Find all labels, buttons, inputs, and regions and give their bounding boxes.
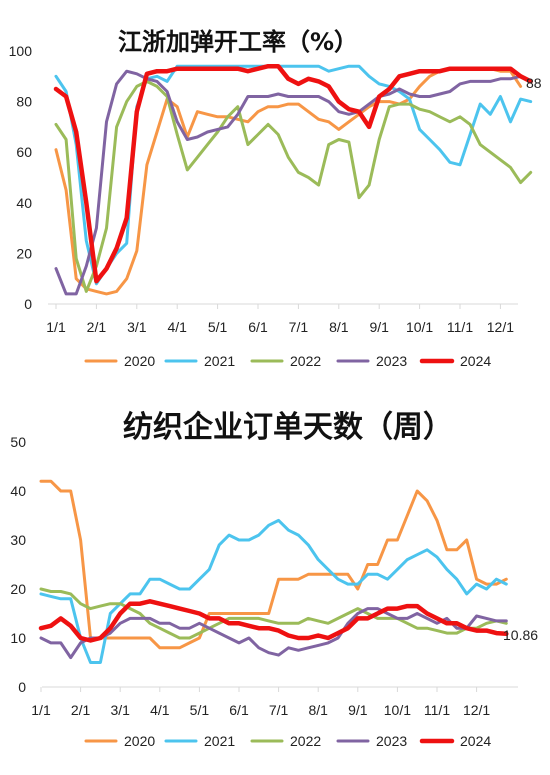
- legend-label-2020: 2020: [124, 733, 155, 749]
- series-line-2023: [39, 607, 508, 660]
- legend-label-2023: 2023: [376, 733, 407, 749]
- x-tick-label: 10/1: [384, 702, 411, 718]
- x-tick-label: 1/1: [31, 702, 51, 718]
- y-tick-label: 20: [10, 581, 26, 597]
- chart-2: 纺织企业订单天数（周） 0 10 20 30 40 50 1/1 2/1 3/1 4/1 5/1 6/1…: [10, 410, 538, 749]
- x-tick-label: 4/1: [150, 702, 170, 718]
- y-tick-label: 40: [10, 483, 26, 499]
- series-line-2022: [39, 587, 508, 640]
- series-line-2024: [38, 599, 509, 643]
- x-tick-label: 5/1: [190, 702, 210, 718]
- x-tick-label: 2/1: [71, 702, 91, 718]
- y-tick-label: 20: [16, 245, 32, 261]
- legend-label-2021: 2021: [204, 353, 235, 369]
- series-line-2022: [54, 79, 533, 293]
- y-tick-label: 0: [18, 679, 26, 695]
- series-line-2021: [39, 518, 508, 664]
- x-tick-label: 2/1: [87, 319, 107, 335]
- y-tick-label: 80: [16, 94, 32, 110]
- legend-label-2023: 2023: [376, 353, 407, 369]
- x-tick-label: 1/1: [46, 319, 66, 335]
- x-tick-label: 9/1: [348, 702, 368, 718]
- x-tick-label: 3/1: [127, 319, 147, 335]
- legend-label-2022: 2022: [290, 733, 321, 749]
- x-tick-label: 6/1: [248, 319, 268, 335]
- legend-label-2024: 2024: [460, 733, 491, 749]
- x-tick-label: 11/1: [447, 319, 473, 335]
- y-tick-label: 40: [16, 195, 32, 211]
- series-line-2023: [54, 69, 533, 296]
- x-tick-label: 3/1: [110, 702, 130, 718]
- y-tick-label: 60: [16, 144, 32, 160]
- y-tick-label: 100: [9, 43, 33, 59]
- x-tick-label: 5/1: [208, 319, 228, 335]
- x-tick-label: 4/1: [167, 319, 187, 335]
- x-tick-label: 11/1: [424, 702, 450, 718]
- legend-label-2022: 2022: [290, 353, 321, 369]
- legend-label-2021: 2021: [204, 733, 235, 749]
- end-value-label: 88: [526, 75, 542, 91]
- x-tick-label: 7/1: [289, 319, 309, 335]
- legend-label-2024: 2024: [460, 353, 491, 369]
- x-tick-label: 9/1: [369, 319, 389, 335]
- chart-1: 江浙加弹开工率（%） 0 20 40 60 80 100 1/1 2/1 3/1 4/1 5/1 6/1…: [9, 28, 542, 369]
- y-tick-label: 0: [24, 296, 32, 312]
- x-tick-label: 12/1: [463, 702, 490, 718]
- y-tick-label: 10: [10, 630, 26, 646]
- x-tick-label: 6/1: [229, 702, 249, 718]
- chart-title: 纺织企业订单天数（周）: [123, 410, 453, 445]
- series-line-2024: [53, 63, 533, 284]
- x-tick-label: 12/1: [487, 319, 514, 335]
- chart-title: 江浙加弹开工率（%）: [118, 28, 358, 56]
- legend-label-2020: 2020: [124, 353, 155, 369]
- x-tick-label: 8/1: [308, 702, 328, 718]
- end-value-label: 10.86: [503, 627, 538, 643]
- y-tick-label: 30: [10, 532, 26, 548]
- x-tick-label: 10/1: [406, 319, 433, 335]
- x-tick-label: 7/1: [269, 702, 289, 718]
- x-tick-label: 8/1: [329, 319, 349, 335]
- series-line-2020: [39, 479, 508, 650]
- y-tick-label: 50: [10, 434, 26, 450]
